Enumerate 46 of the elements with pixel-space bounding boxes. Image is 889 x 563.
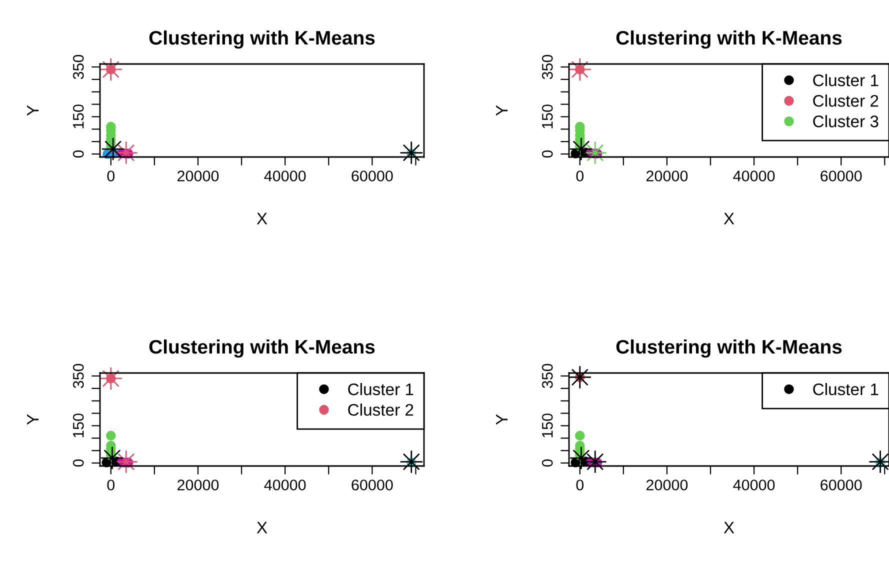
y-tick-label: 350 — [72, 364, 84, 388]
y-tick-label: 350 — [542, 54, 553, 80]
y-axis-title: Y — [27, 414, 39, 425]
y-axis-title: Y — [496, 414, 508, 425]
legend-label: Cluster 1 — [348, 383, 414, 396]
y-tick-label: 150 — [542, 104, 553, 128]
chart-title: Clustering with K-Means — [616, 30, 842, 49]
x-tick-label: 0 — [576, 170, 584, 182]
y-tick-label: 150 — [72, 414, 84, 438]
x-tick-label: 40000 — [733, 170, 775, 182]
y-tick-label: 350 — [72, 54, 84, 80]
y-tick-label: 150 — [72, 104, 84, 128]
x-tick-label: 20000 — [178, 480, 219, 490]
y-axis-title: Y — [27, 105, 39, 116]
y-tick-label: 0 — [72, 150, 84, 158]
x-tick-label: 20000 — [646, 170, 688, 182]
y-tick-label: 150 — [542, 414, 553, 438]
chart-title: Clustering with K-Means — [616, 339, 842, 358]
y-axis-title: Y — [496, 105, 508, 116]
x-tick-label: 0 — [576, 480, 584, 490]
x-tick-label: 20000 — [646, 480, 688, 490]
x-tick-label: 40000 — [264, 170, 306, 182]
x-axis-title: X — [256, 522, 268, 534]
x-tick-label: 60000 — [352, 170, 393, 182]
legend-label: Cluster 2 — [813, 94, 878, 107]
y-tick-label: 0 — [72, 459, 84, 467]
x-tick-label: 0 — [107, 170, 115, 182]
x-axis-title: X — [256, 212, 268, 224]
legend-label: Cluster 3 — [813, 115, 878, 128]
chart-title: Clustering with K-Means — [149, 339, 375, 358]
x-tick-label: 60000 — [820, 480, 862, 490]
x-tick-label: 20000 — [178, 170, 219, 182]
chart-title: Clustering with K-Means — [149, 30, 375, 49]
y-tick-label: 350 — [542, 364, 553, 388]
legend-label: Cluster 1 — [813, 74, 878, 86]
legend-label: Cluster 2 — [348, 404, 414, 416]
x-tick-label: 60000 — [352, 480, 393, 490]
x-tick-label: 60000 — [820, 170, 862, 182]
y-tick-label: 0 — [542, 150, 553, 158]
x-tick-label: 0 — [107, 480, 115, 490]
legend-label: Cluster 1 — [813, 383, 878, 396]
x-tick-label: 40000 — [264, 480, 306, 490]
y-tick-label: 0 — [542, 459, 553, 467]
x-axis-title: X — [724, 212, 734, 224]
x-tick-label: 40000 — [733, 480, 775, 490]
x-axis-title: X — [724, 522, 734, 534]
